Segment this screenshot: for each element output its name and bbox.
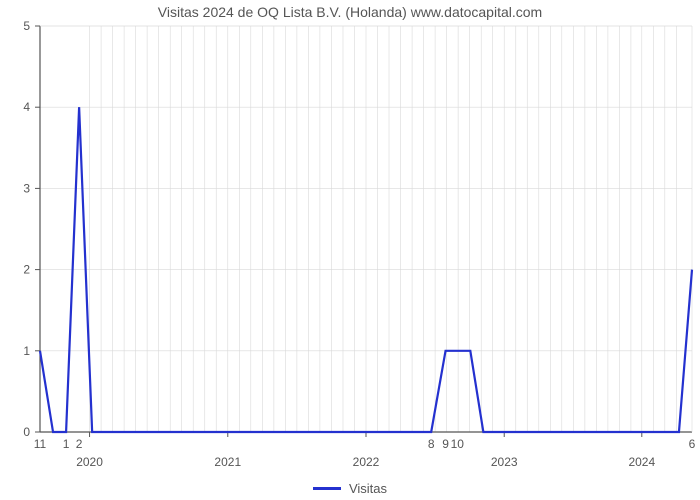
y-tick-label: 0: [23, 425, 30, 439]
x-year-label: 2024: [628, 455, 655, 469]
x-month-label: 8: [428, 437, 435, 451]
legend: Visitas: [0, 481, 700, 496]
y-tick-label: 5: [23, 19, 30, 33]
x-year-label: 2023: [491, 455, 518, 469]
x-month-label: 6: [689, 437, 696, 451]
line-chart: 01234520202021202220232024111289106: [0, 0, 700, 500]
legend-label: Visitas: [349, 481, 387, 496]
legend-swatch: [313, 487, 341, 490]
x-month-label: 11: [34, 437, 47, 451]
x-year-label: 2020: [76, 455, 103, 469]
y-tick-label: 3: [23, 181, 30, 195]
y-tick-label: 4: [23, 100, 30, 114]
y-tick-label: 2: [23, 263, 30, 277]
x-month-label: 9: [442, 437, 449, 451]
chart-title: Visitas 2024 de OQ Lista B.V. (Holanda) …: [0, 4, 700, 20]
x-month-label: 1: [63, 437, 70, 451]
chart-container: Visitas 2024 de OQ Lista B.V. (Holanda) …: [0, 0, 700, 500]
x-year-label: 2022: [353, 455, 380, 469]
x-year-label: 2021: [214, 455, 241, 469]
x-month-label: 2: [76, 437, 83, 451]
y-tick-label: 1: [23, 344, 30, 358]
x-month-label: 10: [451, 437, 465, 451]
